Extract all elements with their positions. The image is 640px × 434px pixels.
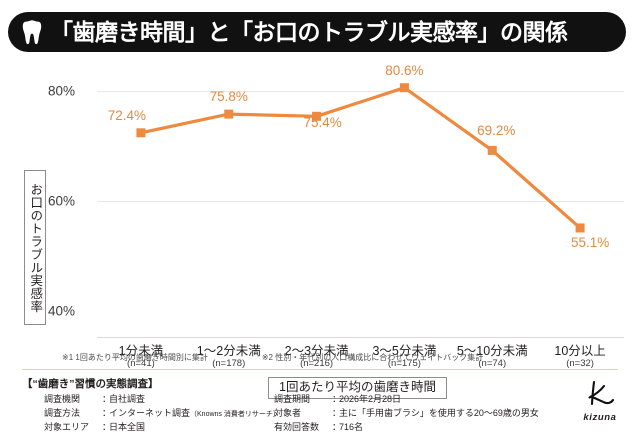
x-axis-tick-sample-size: (n=178) (212, 358, 246, 370)
x-axis-tick-sample-size: (n=175) (387, 358, 421, 370)
x-axis-tick-label: 10分以上 (554, 344, 606, 358)
data-value-label: 72.4% (107, 107, 147, 123)
survey-row: 調査機関 ：自社調査 (44, 393, 274, 406)
survey-column-left: 調査機関：自社調査 調査方法：インターネット調査（Knowns 消費者リサーチ）対… (22, 393, 280, 434)
brand-logo-text: kizuna (583, 412, 617, 423)
survey-row: 対象者 ：主に「手用歯ブラシ」を使用する20〜69歳の男女 (274, 407, 539, 420)
page-title: 「歯磨き時間」と「お口のトラブル実感率」の関係 (50, 18, 568, 45)
survey-row-value: 自社調査 (109, 394, 146, 404)
survey-row-key: 調査期間 (274, 394, 311, 404)
x-axis-tick: 3〜5分未満 (n=175) (372, 344, 436, 371)
x-axis-tick-label: 1分未満 (118, 344, 164, 358)
gridline-60 (97, 201, 624, 202)
survey-row-value-note: （Knowns 消費者リサーチ） (190, 411, 280, 419)
survey-row-value: 日本全国 (109, 422, 146, 433)
x-axis-tick-sample-size: (n=74) (478, 358, 507, 370)
data-value-label: 75.8% (209, 89, 248, 105)
x-axis-tick-sample-size: (n=216) (300, 358, 334, 370)
survey-row-separator: ： (332, 394, 342, 404)
data-value-label: 75.4% (303, 115, 342, 131)
data-point-marker (136, 128, 146, 138)
tooth-icon (22, 20, 42, 45)
survey-row-separator: ： (102, 408, 112, 419)
x-axis-tick-label: 3〜5分未満 (372, 344, 437, 358)
survey-column-right: 調査期間： 2026年2月28日 対象者：主に「手用歯ブラシ」を使用する20〜69歳… (274, 393, 539, 434)
survey-row-separator: ： (332, 408, 342, 419)
footnote-1: ※1 1回あたり平均の歯磨き時間別に集計 (62, 353, 208, 362)
data-point-marker (487, 145, 497, 155)
x-axis-tick-label: 2〜3分未満 (284, 344, 349, 358)
x-axis-title: 1回あたり平均の歯磨き時間 (268, 377, 447, 399)
y-axis-title: お口のトラブル実感率 (24, 170, 46, 325)
survey-row-separator: ： (102, 394, 112, 404)
k-signature-mark (588, 380, 615, 406)
data-series (136, 83, 585, 233)
survey-row: 調査方法 ：インターネット調査（Knowns 消費者リサーチ） (44, 407, 280, 420)
data-value-label: 69.2% (477, 123, 516, 139)
x-axis-tick-sample-size: (n=32) (566, 358, 594, 370)
data-point-marker (575, 223, 585, 233)
x-axis-tick: 2〜3分未満 (n=216) (285, 344, 349, 371)
data-point-marker (399, 83, 409, 93)
data-value-label: 80.6% (385, 62, 424, 78)
survey-row-key: 調査機関 (44, 394, 81, 404)
x-axis-tick-label: 1〜2分未満 (196, 344, 261, 358)
plot-area: 80% 60% 40% 72.4% 75.8% 75.4% 80.6% 69.2% 55.… (48, 63, 624, 338)
chart-container: お口のトラブル実感率 80% 60% 40% 72.4% 75.8% 75.4% 80… (0, 58, 640, 399)
survey-row-separator: ： (102, 422, 112, 433)
survey-info: 【“歯磨き”習慣の実態調査】 調査機関：自社調査 調査方法：インターネット調査（K… (22, 376, 562, 434)
x-axis-tick: 10分以上 (n=32) (554, 344, 605, 371)
footnotes: ※1 1回あたり平均の歯磨き時間別に集計 ※2 性別・年代別の人口構成比に合わせ… (62, 352, 483, 363)
x-axis-tick-label: 5〜10分未満 (456, 344, 528, 358)
data-point-marker (224, 109, 234, 119)
survey-row-value: インターネット調査（Knowns 消費者リサーチ） (109, 408, 280, 419)
survey-row-value: 主に「手用歯ブラシ」を使用する20〜69歳の男女 (339, 408, 539, 419)
y-tick-80: 80% (47, 83, 75, 99)
y-tick-60: 60% (47, 193, 75, 209)
survey-row-value: 2026年2月28日 (339, 394, 402, 404)
y-tick-40: 40% (47, 303, 75, 319)
footnote-2: ※2 性別・年代別の人口構成比に合わせてウェイトバック集計 (261, 353, 484, 362)
divider (22, 369, 618, 370)
survey-row-separator: ： (332, 422, 342, 433)
data-point-marker (312, 111, 322, 121)
survey-row-key: 調査方法 (44, 408, 81, 419)
survey-row: 有効回答数 ： 716名 (274, 421, 539, 434)
survey-row: 調査期間 ： 2026年2月28日 (274, 393, 539, 406)
y-axis-title-label: お口のトラブル実感率 (28, 182, 43, 313)
survey-row-key: 有効回答数 (274, 422, 320, 433)
title-bar: 「歯磨き時間」と「お口のトラブル実感率」の関係 (8, 12, 626, 52)
x-axis-tick: 5〜10分未満 (n=74) (457, 344, 528, 371)
gridline-80 (97, 91, 624, 92)
survey-row: 対象エリア ：日本全国 (44, 421, 274, 434)
gridline-40 (97, 337, 624, 338)
survey-row-key: 対象エリア (44, 422, 90, 433)
survey-title: 【“歯磨き”習慣の実態調査】 (22, 378, 159, 390)
x-axis-tick: 1〜2分未満 (n=178) (197, 344, 261, 371)
x-axis-tick-sample-size: (n=41) (127, 358, 155, 370)
survey-row-key: 対象者 (274, 408, 302, 419)
survey-row-value: 716名 (339, 422, 364, 433)
brand-logo: kizuna (574, 380, 626, 423)
x-axis-tick: 1分未満 (n=41) (119, 344, 163, 371)
data-value-label: 55.1% (570, 234, 610, 250)
